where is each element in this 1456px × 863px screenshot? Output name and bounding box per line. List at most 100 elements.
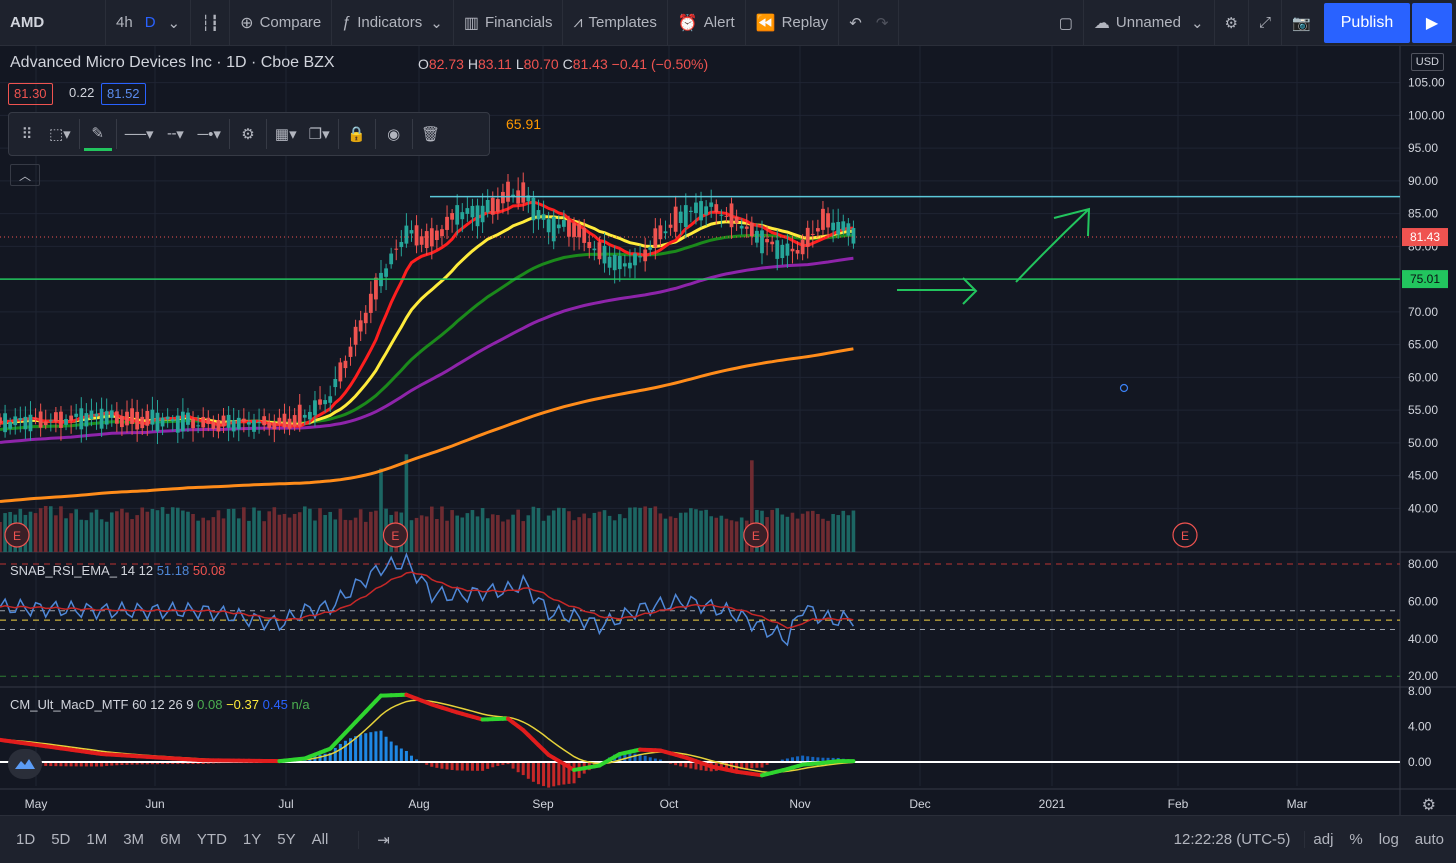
- alarm-clock-icon: ⏰: [677, 14, 698, 32]
- settings-button[interactable]: ⚙: [1215, 0, 1249, 46]
- macd-histogram-bar: [69, 762, 73, 767]
- macd-histogram-bar: [379, 730, 383, 762]
- candle-body: [104, 411, 109, 425]
- percent-toggle[interactable]: %: [1349, 831, 1363, 848]
- range-5y[interactable]: 5Y: [277, 831, 296, 848]
- symbol-search[interactable]: AMD: [0, 0, 106, 46]
- range-1m[interactable]: 1M: [86, 831, 108, 848]
- adjust-toggle[interactable]: adj: [1313, 831, 1334, 848]
- tradingview-logo-icon[interactable]: [8, 749, 42, 779]
- collapse-legend-button[interactable]: ︿: [10, 164, 40, 186]
- candle-body: [252, 420, 256, 432]
- template-icon[interactable]: ▦▾: [274, 126, 297, 143]
- interval-4h[interactable]: 4h: [116, 14, 133, 31]
- range-3m[interactable]: 3M: [123, 831, 145, 848]
- clone-icon[interactable]: ❐▾: [308, 126, 330, 143]
- candle-body: [638, 256, 642, 258]
- candle-body: [744, 226, 749, 229]
- price-tick-label: 85.00: [1408, 207, 1438, 221]
- candle-body: [363, 312, 368, 324]
- gear-icon[interactable]: ⚙: [241, 126, 255, 143]
- bid-price[interactable]: 81.30: [8, 83, 53, 105]
- alert-button[interactable]: ⏰ Alert: [668, 0, 746, 46]
- range-6m[interactable]: 6M: [160, 831, 181, 848]
- layout-name-button[interactable]: ☁ Unnamed ⌄: [1084, 0, 1215, 46]
- expand-icon: ⤢: [1258, 14, 1271, 31]
- candle-body: [419, 236, 424, 245]
- replay-button[interactable]: ⏪ Replay: [746, 0, 840, 46]
- undo-icon[interactable]: ↶: [849, 14, 862, 32]
- volume-bar: [516, 509, 520, 552]
- chart-canvas[interactable]: E E E E 105.00 100.00 95.00 90.00 85.00 80.00 75.0…: [0, 46, 1456, 815]
- candle-body: [89, 410, 94, 420]
- volume-bar: [135, 515, 139, 552]
- auto-toggle[interactable]: auto: [1414, 831, 1444, 848]
- ask-price[interactable]: 81.52: [101, 83, 146, 105]
- range-1y[interactable]: 1Y: [242, 831, 262, 848]
- drag-handle-icon[interactable]: ⠿: [21, 126, 33, 143]
- macd-histogram-bar: [105, 762, 109, 766]
- templates-button[interactable]: ⩘ Templates: [563, 0, 668, 46]
- fullscreen-square-button[interactable]: ▢: [1049, 0, 1084, 46]
- redo-icon[interactable]: ↷: [875, 14, 889, 32]
- macd-histogram-bar: [394, 745, 398, 762]
- compare-button[interactable]: ⊕ Compare: [230, 0, 333, 46]
- range-ytd[interactable]: YTD: [196, 831, 227, 848]
- volume-bar: [785, 516, 790, 552]
- volume-bar: [643, 506, 647, 552]
- macd-histogram-bar: [150, 762, 154, 765]
- interval-d[interactable]: D: [144, 14, 156, 31]
- range-1d[interactable]: 1D: [16, 831, 36, 848]
- candle-body: [292, 415, 297, 427]
- gear-icon[interactable]: ⚙: [1421, 797, 1436, 814]
- candle-body: [221, 415, 226, 427]
- chart-type-button[interactable]: ┆┇: [191, 0, 231, 46]
- publish-button[interactable]: Publish: [1324, 3, 1410, 43]
- select-region-icon[interactable]: ⬚▾: [49, 126, 71, 143]
- goto-date-icon[interactable]: ⇥: [358, 830, 398, 849]
- candle-body: [760, 230, 764, 254]
- candle-body: [622, 263, 627, 267]
- range-5d[interactable]: 5D: [51, 831, 71, 848]
- indicators-button[interactable]: ƒ Indicators ⌄: [332, 0, 454, 46]
- line-style-icon[interactable]: ──▾: [124, 126, 154, 143]
- trash-icon[interactable]: 🗑: [421, 126, 441, 143]
- fullscreen-button[interactable]: ⤢: [1249, 0, 1282, 46]
- volume-bar: [84, 520, 89, 552]
- volume-bar: [704, 509, 708, 552]
- macd-histogram-bar: [140, 762, 144, 765]
- time-axis-label: Mar: [1287, 797, 1308, 811]
- macd-histogram-bar: [679, 762, 683, 767]
- play-circle-icon[interactable]: ▶: [1412, 3, 1452, 43]
- eye-icon[interactable]: ◉: [387, 126, 401, 143]
- log-toggle[interactable]: log: [1378, 831, 1399, 848]
- snapshot-button[interactable]: 📷: [1282, 0, 1456, 46]
- line-dash-icon[interactable]: ╌▾: [167, 126, 184, 143]
- candle-body: [495, 199, 500, 212]
- macd-histogram-bar: [455, 762, 459, 771]
- earnings-marker: [382, 522, 409, 548]
- lock-icon[interactable]: 🔒: [347, 126, 366, 143]
- volume-bar: [424, 516, 429, 552]
- candle-body: [18, 418, 23, 421]
- earnings-marker-label: E: [1181, 529, 1189, 543]
- currency-badge[interactable]: USD: [1410, 53, 1444, 71]
- volume-bar: [109, 512, 114, 552]
- chevron-down-icon[interactable]: ⌄: [167, 14, 181, 32]
- macd-histogram-bar: [369, 732, 373, 762]
- drawing-toolbar: ⠿ ⬚▾ ✎ ──▾ ╌▾ ─•▾ ⚙ ▦▾ ❐▾ 🔒 ◉ 🗑: [8, 112, 490, 156]
- candle-body: [53, 412, 58, 422]
- candle-body: [99, 408, 104, 429]
- candle-body: [358, 320, 363, 332]
- range-all[interactable]: All: [311, 831, 329, 848]
- financials-button[interactable]: ▥ Financials: [454, 0, 564, 46]
- volume-bar: [104, 521, 109, 552]
- macd-histogram-bar: [648, 757, 652, 762]
- pencil-icon[interactable]: ✎: [83, 117, 112, 151]
- timezone-clock[interactable]: 12:22:28 (UTC-5): [1160, 831, 1306, 848]
- line-end-icon[interactable]: ─•▾: [197, 126, 221, 143]
- macd-histogram-bar: [425, 762, 429, 765]
- candle-body: [841, 221, 846, 231]
- divider: [78, 119, 80, 149]
- volume-bar: [602, 510, 607, 552]
